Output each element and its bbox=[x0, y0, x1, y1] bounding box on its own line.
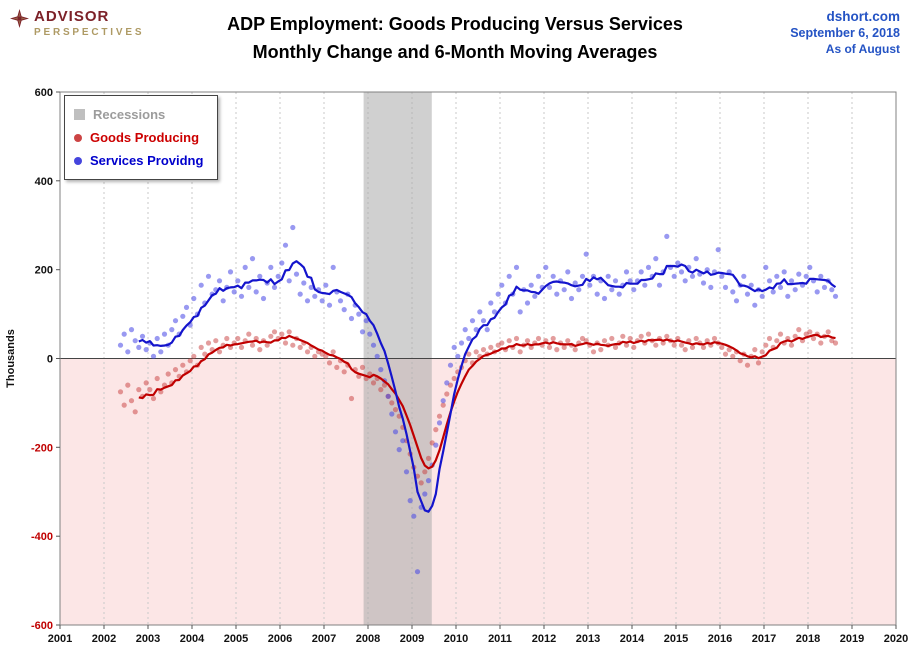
svg-text:2008: 2008 bbox=[356, 633, 380, 645]
svg-text:2011: 2011 bbox=[488, 633, 512, 645]
svg-text:2010: 2010 bbox=[444, 633, 468, 645]
source-block: dshort.com September 6, 2018 As of Augus… bbox=[790, 8, 900, 57]
svg-text:-200: -200 bbox=[31, 442, 53, 454]
svg-text:400: 400 bbox=[35, 176, 53, 188]
source-date: September 6, 2018 bbox=[790, 26, 900, 40]
logo-line2: PERSPECTIVES bbox=[34, 27, 145, 38]
svg-text:2005: 2005 bbox=[224, 633, 248, 645]
legend-item-goods: Goods Producing bbox=[74, 126, 203, 149]
logo-line1: ADVISOR bbox=[34, 8, 110, 25]
svg-text:2007: 2007 bbox=[312, 633, 336, 645]
svg-text:200: 200 bbox=[35, 265, 53, 277]
svg-text:600: 600 bbox=[35, 87, 53, 99]
svg-text:2009: 2009 bbox=[400, 633, 424, 645]
svg-text:-600: -600 bbox=[31, 620, 53, 632]
services-providng-ma-line bbox=[138, 260, 837, 513]
chart-title: ADP Employment: Goods Producing Versus S… bbox=[130, 10, 780, 66]
svg-text:2001: 2001 bbox=[48, 633, 72, 645]
chart-legend: Recessions Goods Producing Services Prov… bbox=[64, 95, 219, 180]
source-asof: As of August bbox=[825, 42, 900, 56]
legend-label-services: Services Providng bbox=[90, 153, 204, 168]
adp-employment-chart: -600 -400 -200 0 200 400 600 2001 2002 2003 2004 20… bbox=[5, 87, 908, 645]
svg-text:2004: 2004 bbox=[180, 633, 205, 645]
svg-text:2013: 2013 bbox=[576, 633, 600, 645]
svg-text:2020: 2020 bbox=[884, 633, 908, 645]
legend-label-recessions: Recessions bbox=[93, 107, 166, 122]
svg-text:-400: -400 bbox=[31, 531, 53, 543]
compass-icon bbox=[10, 9, 29, 33]
goods-producing-ma-line bbox=[138, 333, 836, 470]
svg-text:0: 0 bbox=[47, 354, 53, 366]
svg-text:2012: 2012 bbox=[532, 633, 556, 645]
chart-title-line1: ADP Employment: Goods Producing Versus S… bbox=[227, 14, 683, 34]
svg-text:2014: 2014 bbox=[620, 633, 645, 645]
services-marker-icon bbox=[74, 156, 82, 165]
svg-text:2016: 2016 bbox=[708, 633, 732, 645]
y-axis-title: Thousands bbox=[5, 329, 17, 388]
svg-text:2019: 2019 bbox=[840, 633, 864, 645]
advisor-perspectives-logo: ADVISOR PERSPECTIVES bbox=[10, 9, 144, 38]
legend-label-goods: Goods Producing bbox=[90, 130, 200, 145]
negative-region bbox=[60, 358, 896, 625]
svg-text:2003: 2003 bbox=[136, 633, 160, 645]
svg-text:2018: 2018 bbox=[796, 633, 820, 645]
svg-text:2015: 2015 bbox=[664, 633, 688, 645]
goods-marker-icon bbox=[74, 133, 82, 142]
source-site: dshort.com bbox=[826, 9, 900, 24]
legend-item-services: Services Providng bbox=[74, 149, 203, 172]
recession-marker-icon bbox=[74, 109, 85, 120]
svg-text:2017: 2017 bbox=[752, 633, 776, 645]
svg-text:2006: 2006 bbox=[268, 633, 292, 645]
svg-text:2002: 2002 bbox=[92, 633, 116, 645]
chart-title-line2: Monthly Change and 6-Month Moving Averag… bbox=[252, 42, 658, 62]
legend-item-recessions: Recessions bbox=[74, 103, 203, 126]
